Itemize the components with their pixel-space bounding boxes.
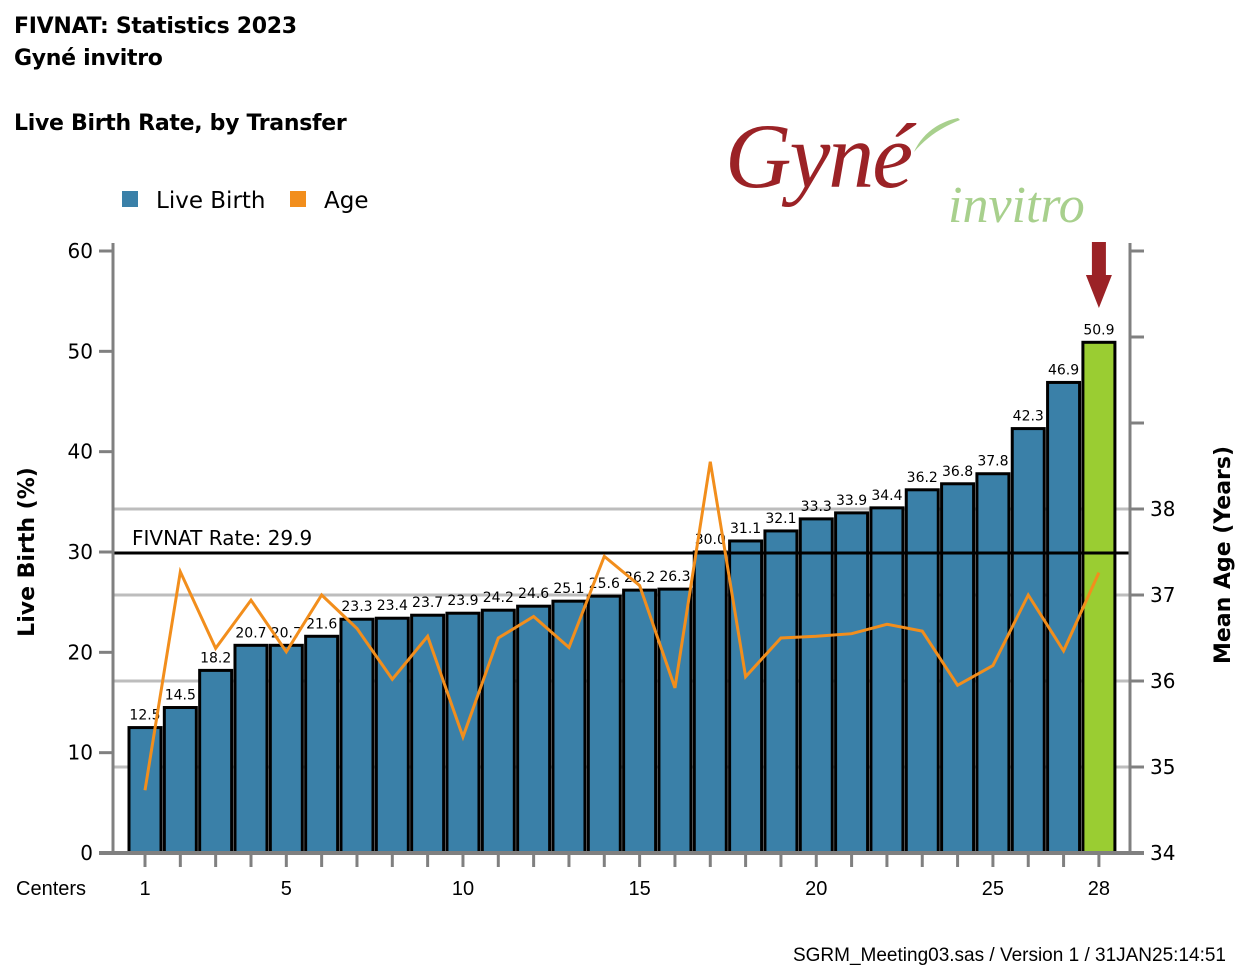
- bar: [233, 643, 269, 855]
- bar-label: 33.3: [801, 499, 832, 515]
- bar: [480, 608, 516, 855]
- bar: [339, 617, 375, 855]
- bar-label: 42.3: [1013, 409, 1044, 425]
- x-tick-label: 15: [628, 878, 650, 900]
- legend-label: Live Birth: [156, 188, 266, 214]
- y2-tick-label: 37: [1150, 583, 1175, 607]
- bar: [162, 706, 198, 855]
- x-tick-label: 28: [1088, 878, 1110, 900]
- x-tick-label: 1: [139, 878, 150, 900]
- bar: [586, 594, 622, 855]
- bar-label: 24.2: [483, 590, 514, 606]
- bar: [798, 517, 834, 855]
- bar-label: 24.6: [518, 586, 549, 602]
- bar-label: 21.6: [306, 616, 337, 632]
- y2-axis-title: Mean Age (Years): [1211, 446, 1236, 664]
- bar: [516, 604, 552, 855]
- legend-label: Age: [324, 188, 368, 214]
- x-axis-title: Centers: [16, 878, 86, 900]
- bar: [268, 643, 304, 855]
- y2-tick-label: 36: [1150, 669, 1175, 693]
- arrow-down-icon: [1085, 242, 1112, 308]
- bar: [551, 599, 587, 855]
- report-title: FIVNAT: Statistics 2023: [14, 14, 297, 39]
- age-line: [143, 461, 1101, 791]
- x-tick-label: 20: [805, 878, 827, 900]
- bar: [304, 634, 340, 855]
- bar: [763, 529, 799, 855]
- y-axis-title: Live Birth (%): [15, 467, 40, 637]
- bar: [1046, 380, 1082, 855]
- bar: [728, 539, 764, 855]
- bar: [622, 588, 658, 855]
- legend-swatch: [122, 191, 138, 207]
- bar: [198, 668, 234, 855]
- bar-label: 33.9: [836, 493, 867, 509]
- bar-label: 26.3: [659, 569, 690, 585]
- clinic-name: Gyné invitro: [14, 46, 163, 71]
- bar: [1010, 427, 1046, 855]
- bar-label: 36.2: [907, 470, 938, 486]
- bar-label: 31.1: [730, 521, 761, 537]
- bar-label: 46.9: [1048, 362, 1079, 378]
- y2-tick-label: 38: [1150, 497, 1175, 521]
- y2-tick-label: 34: [1150, 841, 1175, 865]
- chart-title: Live Birth Rate, by Transfer: [14, 111, 347, 136]
- bar-label: 14.5: [165, 688, 196, 704]
- bar: [657, 587, 693, 855]
- bar-label: 23.7: [412, 595, 443, 611]
- bar: [692, 550, 728, 855]
- bar-label: 23.9: [447, 593, 478, 609]
- bar-label: 23.4: [377, 598, 408, 614]
- footer-source: SGRM_Meeting03.sas / Version 1 / 31JAN25…: [792, 945, 1226, 966]
- bar-label: 34.4: [871, 488, 902, 504]
- bar-label: 23.3: [341, 599, 372, 615]
- x-tick-label: 5: [281, 878, 292, 900]
- logo-sub-text: invitro: [948, 177, 1085, 234]
- bar: [410, 613, 446, 855]
- y-tick-label: 60: [68, 239, 93, 263]
- logo-main-text: Gyné: [725, 105, 913, 207]
- y-tick-label: 0: [80, 841, 93, 865]
- bar-label: 12.5: [129, 708, 160, 724]
- bar: [869, 506, 905, 855]
- reference-line-label: FIVNAT Rate: 29.9: [132, 526, 312, 550]
- bar-label: 36.8: [942, 464, 973, 480]
- legend-swatch: [290, 191, 306, 207]
- bar-label: 26.2: [624, 570, 655, 586]
- bar: [374, 616, 410, 855]
- y-tick-label: 10: [68, 741, 93, 765]
- bar-label: 25.1: [553, 581, 584, 597]
- y-tick-label: 30: [68, 540, 93, 564]
- x-tick-label: 25: [982, 878, 1004, 900]
- bar: [834, 511, 870, 855]
- bar-label: 50.9: [1083, 322, 1114, 338]
- bar-label: 20.7: [235, 625, 266, 641]
- y-tick-label: 50: [68, 339, 93, 363]
- bar-label: 30.0: [695, 532, 726, 548]
- y-tick-label: 20: [68, 640, 93, 664]
- y-tick-label: 40: [68, 440, 93, 464]
- bar-label: 32.1: [765, 511, 796, 527]
- x-tick-label: 10: [452, 878, 474, 900]
- leaf-icon: [914, 118, 960, 152]
- bar-label: 18.2: [200, 650, 231, 666]
- bar-label: 37.8: [977, 454, 1008, 470]
- y2-tick-label: 35: [1150, 755, 1175, 779]
- bar: [904, 488, 940, 855]
